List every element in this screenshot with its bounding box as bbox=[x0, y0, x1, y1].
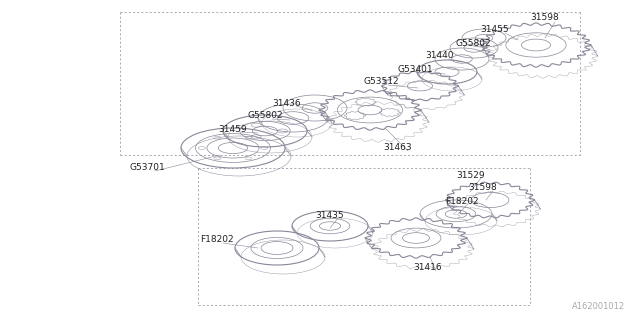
Text: G53701: G53701 bbox=[130, 164, 166, 172]
Text: G55802: G55802 bbox=[247, 111, 283, 121]
Text: 31436: 31436 bbox=[272, 99, 301, 108]
Text: 31416: 31416 bbox=[413, 263, 442, 273]
Text: 31440: 31440 bbox=[425, 52, 454, 60]
Text: G53401: G53401 bbox=[398, 65, 434, 74]
Text: F18202: F18202 bbox=[445, 196, 479, 205]
Text: 31455: 31455 bbox=[480, 26, 509, 35]
Text: 31598: 31598 bbox=[530, 13, 559, 22]
Text: F18202: F18202 bbox=[200, 236, 234, 244]
Text: G53512: G53512 bbox=[363, 77, 399, 86]
Text: 31459: 31459 bbox=[218, 124, 246, 133]
Text: 31463: 31463 bbox=[383, 143, 412, 153]
Text: A162001012: A162001012 bbox=[572, 302, 625, 311]
Text: 31598: 31598 bbox=[468, 183, 497, 193]
Text: 31529: 31529 bbox=[456, 171, 484, 180]
Text: G55802: G55802 bbox=[455, 38, 491, 47]
Text: 31435: 31435 bbox=[315, 211, 344, 220]
